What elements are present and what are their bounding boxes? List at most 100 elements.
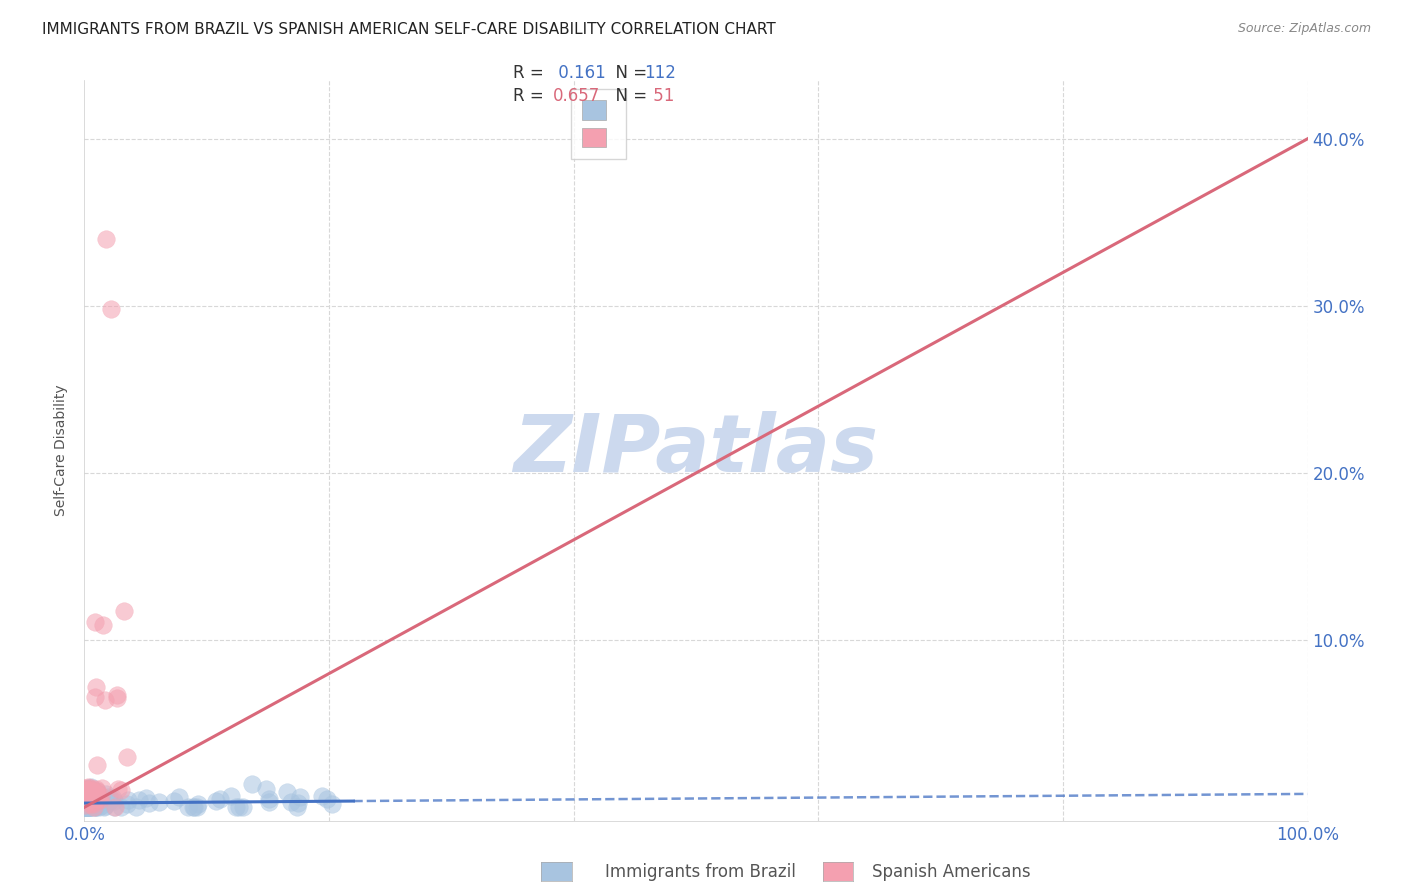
Point [205,794,228,808]
Point [89,792,111,806]
Point [86,784,108,798]
Point [75,793,97,807]
Text: R =: R = [513,87,550,105]
Point [75,795,97,809]
Point [89,792,111,806]
Point [83,800,105,814]
Y-axis label: Self-Care Disability: Self-Care Disability [55,384,69,516]
Point [77,797,100,811]
Point [83,690,105,704]
Point [93,800,115,814]
Point [83,792,105,806]
Point [104,800,127,814]
Point [103,794,125,808]
Text: 0.161: 0.161 [553,64,606,82]
Point [87,794,110,808]
Point [76,780,98,795]
Text: N =: N = [605,64,652,82]
Point [73,794,96,808]
Point [110,782,132,797]
Point [75,796,97,810]
Point [125,800,148,814]
Point [287,797,309,811]
Point [79,793,101,807]
Point [89,793,111,807]
Point [107,782,129,797]
Point [76,798,98,813]
Point [73,788,96,802]
Point [75,795,97,809]
Point [89,796,111,810]
Point [86,783,108,797]
Point [80,781,103,796]
Text: ZIPatlas: ZIPatlas [513,411,879,490]
Point [86,789,108,803]
Point [73,796,96,810]
Point [90,798,112,813]
Point [225,800,247,814]
Point [79,780,101,794]
Point [82,783,104,797]
Point [80,791,103,805]
Point [75,797,97,812]
Point [75,785,97,799]
Point [79,800,101,814]
Point [135,790,157,805]
Point [93,618,115,632]
Point [98,790,121,805]
Point [290,790,312,805]
Point [75,800,97,814]
Point [76,800,98,814]
Point [76,793,98,807]
Point [82,797,104,811]
Point [80,787,103,801]
Point [82,792,104,806]
Point [76,793,98,807]
Point [73,798,96,813]
Point [87,800,110,814]
Point [138,796,160,810]
Point [76,793,98,807]
Point [177,800,200,814]
Point [77,781,100,796]
Point [80,800,103,814]
Point [183,800,205,814]
Point [76,791,98,805]
Point [100,302,122,317]
Point [254,782,277,797]
Text: 112: 112 [644,64,676,82]
Point [86,791,108,805]
Point [79,797,101,811]
Point [76,794,98,808]
Point [75,796,97,810]
Point [73,794,96,808]
Point [79,790,101,805]
Point [73,781,96,796]
Point [110,800,132,814]
Point [105,690,128,705]
Point [163,794,186,808]
Point [96,787,118,801]
Point [75,789,97,804]
Point [128,793,150,807]
Point [83,800,105,814]
Point [75,800,97,814]
Text: Spanish Americans: Spanish Americans [872,863,1031,881]
Point [73,794,96,808]
Point [83,796,105,810]
Point [76,800,98,814]
Legend: , : , [571,88,626,159]
Point [103,800,125,814]
Point [84,790,107,805]
Point [80,785,103,799]
Point [321,797,343,812]
Point [86,787,108,801]
Point [76,794,98,808]
Point [97,790,120,805]
Point [91,781,114,796]
Point [73,800,96,814]
Point [80,794,103,808]
Point [75,793,97,807]
Point [117,792,139,806]
Point [228,800,250,814]
